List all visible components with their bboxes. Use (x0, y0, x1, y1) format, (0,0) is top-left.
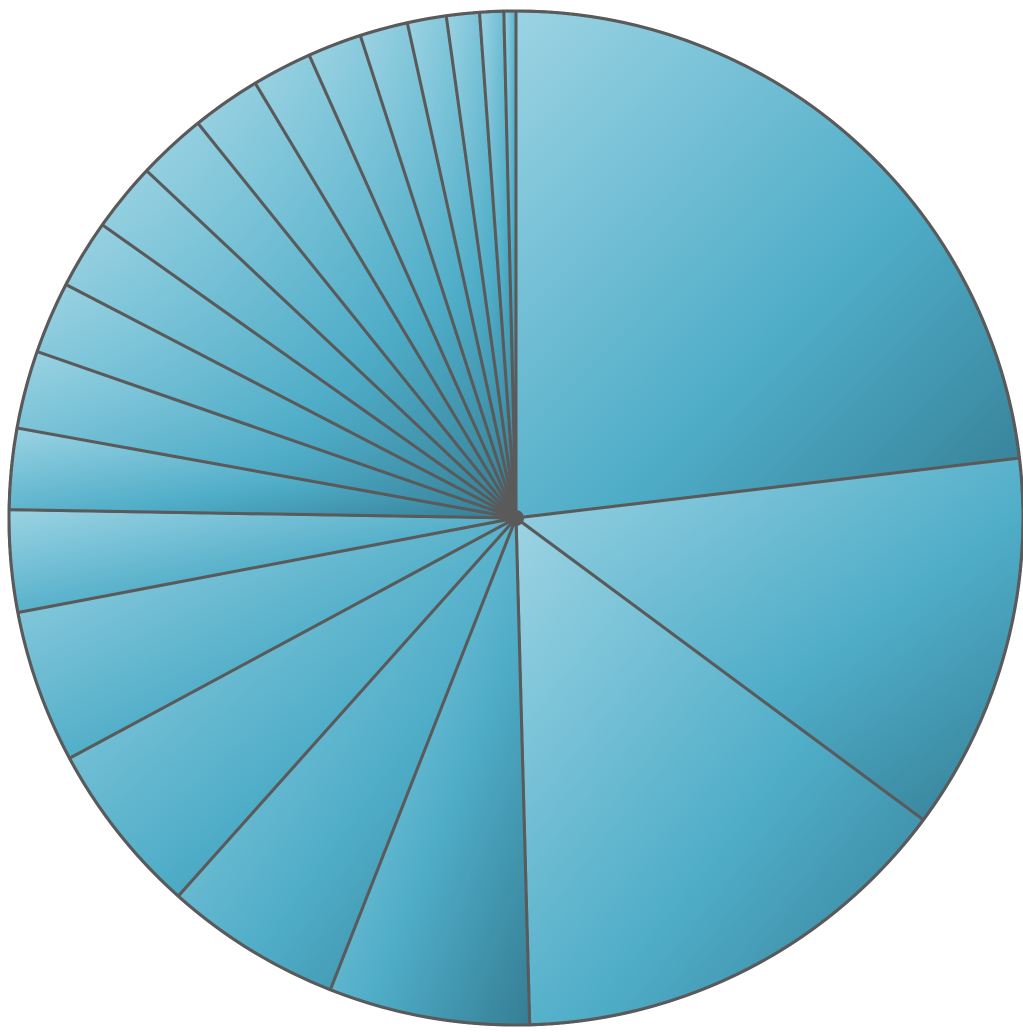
pie-center (7, 9, 1023, 1027)
pie-slice-1 (514, 9, 1021, 520)
pie-outline (7, 9, 1023, 1027)
pie-slices (7, 9, 1023, 1027)
pie-hub (508, 510, 524, 526)
